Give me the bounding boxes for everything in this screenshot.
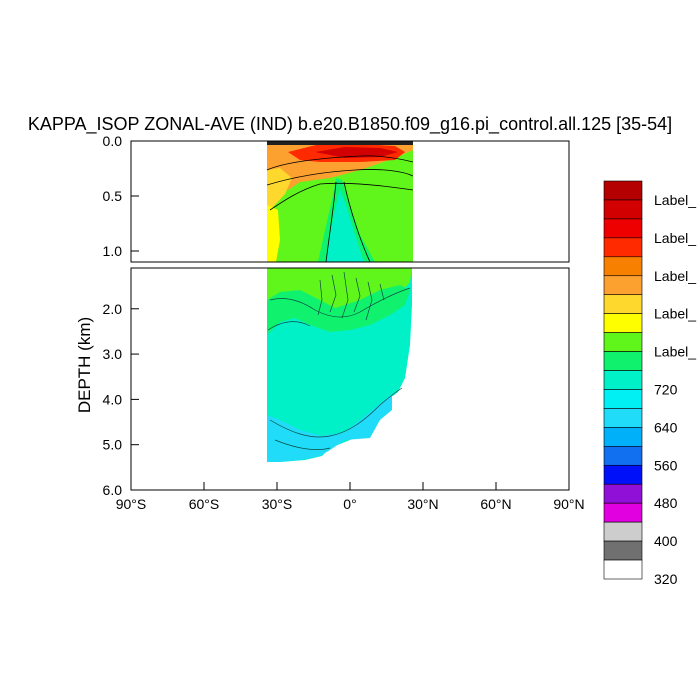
colorbar-swatch (603, 483, 643, 504)
colorbar: Label_ Label_ Label_ Label_ Label_ 720 640 560 4… (603, 180, 696, 587)
colorbar-swatch (603, 199, 643, 220)
colorbar-label: 720 (654, 381, 678, 397)
colorbar-label: 400 (654, 533, 678, 549)
y-tick-label-lower: 4.0 (103, 391, 123, 407)
colorbar-swatch (603, 389, 643, 409)
colorbar-label: Label_ (654, 344, 696, 360)
field-lower (267, 268, 412, 462)
colorbar-swatch (603, 427, 643, 447)
colorbar-label: Label_ (654, 306, 696, 322)
x-tick-label: 30°S (262, 496, 293, 512)
colorbar-label: 480 (654, 495, 678, 511)
field-upper-darkred (315, 147, 398, 158)
colorbar-swatch (603, 540, 643, 561)
colorbar-label: Label_ (654, 192, 696, 208)
colorbar-swatch (603, 180, 643, 201)
x-tick-label: 30°N (407, 496, 438, 512)
y-axis-label: DEPTH (km) (75, 317, 94, 413)
colorbar-swatch (603, 370, 643, 390)
colorbar-swatch (603, 464, 643, 485)
colorbar-label: 640 (654, 419, 678, 435)
chart-title: KAPPA_ISOP ZONAL-AVE (IND) b.e20.B1850.f… (28, 114, 672, 135)
x-tick-label: 0° (343, 496, 356, 512)
colorbar-swatch (603, 256, 643, 277)
field-upper-yellow-left (267, 205, 280, 262)
colorbar-swatch (603, 502, 643, 523)
y-tick-label-upper: 1.0 (103, 243, 123, 259)
x-tick-label: 90°N (553, 496, 584, 512)
y-tick-label-lower: 5.0 (103, 437, 123, 453)
colorbar-swatch (603, 218, 643, 239)
y-tick-label-lower: 6.0 (103, 482, 123, 498)
colorbar-swatch (603, 313, 643, 333)
x-tick-label: 60°N (480, 496, 511, 512)
colorbar-swatch (603, 294, 643, 314)
colorbar-swatch (603, 521, 643, 542)
colorbar-swatch (603, 332, 643, 352)
colorbar-label: 560 (654, 457, 678, 473)
colorbar-swatch (603, 237, 643, 258)
axes: 90°S 60°S 30°S 0° 30°N 60°N 90°N 0.0 0.5 1.0 2.0 3.… (103, 133, 585, 512)
field-upper-surface (267, 141, 413, 145)
field-upper-contours (266, 155, 414, 262)
colorbar-swatch (603, 351, 643, 371)
upper-panel-frame (130, 140, 570, 263)
x-tick-label: 60°S (189, 496, 220, 512)
colorbar-swatch (603, 408, 643, 428)
y-tick-label-lower: 2.0 (103, 301, 123, 317)
colorbar-swatch (603, 275, 643, 296)
y-tick-label-lower: 3.0 (103, 346, 123, 362)
colorbar-label: Label_ (654, 268, 696, 284)
y-tick-label-upper: 0.5 (103, 188, 123, 204)
field-lower-fill-lightblue (267, 394, 392, 462)
colorbar-label: Label_ (654, 230, 696, 246)
field-upper (266, 141, 414, 262)
colorbar-swatch (603, 559, 643, 580)
colorbar-label: 320 (654, 571, 678, 587)
field-lower-contours (267, 271, 411, 450)
colorbar-swatch (603, 446, 643, 466)
y-tick-label-upper: 0.0 (103, 133, 123, 149)
x-tick-label: 90°S (116, 496, 147, 512)
field-upper-cyan (326, 190, 364, 262)
field-lower-fill-seagreen (267, 285, 410, 335)
field-upper-yellow-top (267, 168, 292, 212)
